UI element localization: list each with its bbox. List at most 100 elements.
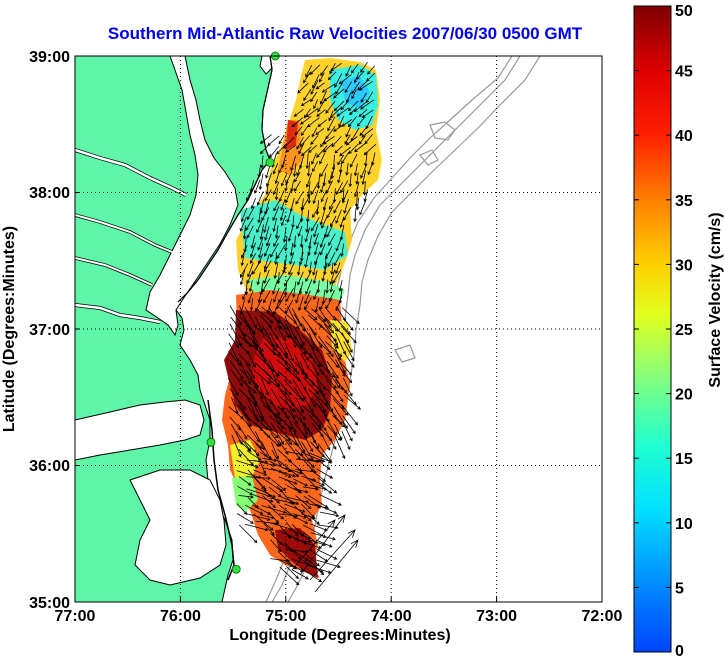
- velocity-vector: [276, 414, 293, 430]
- velocity-vector: [316, 173, 321, 190]
- velocity-vector: [310, 216, 320, 232]
- velocity-vector: [348, 173, 353, 188]
- velocity-vector: [327, 116, 336, 132]
- x-tick-label: 76:00: [160, 608, 201, 625]
- velocity-vector: [313, 232, 319, 246]
- velocity-vector: [317, 119, 328, 128]
- velocity-vector: [311, 152, 317, 165]
- velocity-vector: [345, 65, 352, 77]
- velocity-vector: [273, 200, 280, 212]
- velocity-vector: [332, 88, 345, 99]
- velocity-vectors: [227, 61, 377, 593]
- velocity-vector: [254, 316, 264, 333]
- velocity-vector: [231, 397, 239, 414]
- velocity-vector: [300, 125, 309, 136]
- velocity-vector: [252, 494, 274, 503]
- velocity-vector: [262, 360, 281, 377]
- velocity-vector: [279, 433, 293, 445]
- velocity-vector: [301, 196, 310, 211]
- velocity-vector: [361, 128, 374, 138]
- velocity-vector: [236, 503, 248, 515]
- colorbar-tick-label: 25: [675, 322, 693, 339]
- velocity-vector: [342, 415, 356, 435]
- velocity-vector: [264, 189, 272, 202]
- axis-tick-marks: [75, 192, 498, 602]
- albemarle-sound: [75, 399, 205, 461]
- velocity-vector: [309, 368, 326, 391]
- velocity-vector: [356, 117, 365, 127]
- velocity-vector: [311, 127, 318, 138]
- velocity-vector: [292, 333, 307, 355]
- velocity-vector: [284, 542, 302, 560]
- velocity-vector: [245, 362, 255, 380]
- velocity-vector: [292, 379, 306, 401]
- velocity-vector: [327, 71, 337, 81]
- chesapeake-bay: [145, 56, 239, 337]
- velocity-vector: [295, 288, 302, 304]
- velocity-vector: [309, 360, 320, 377]
- velocity-vector: [329, 280, 334, 293]
- velocity-vector: [258, 243, 264, 259]
- colorbar-tick-label: 45: [675, 64, 693, 81]
- velocity-vector: [287, 497, 310, 504]
- velocity-vector: [316, 397, 327, 413]
- colorbar-tick-label: 35: [675, 193, 693, 210]
- velocity-vector: [316, 468, 334, 479]
- velocity-vector: [312, 260, 318, 276]
- velocity-vector: [247, 350, 256, 368]
- velocity-vector: [262, 457, 278, 462]
- velocity-vector: [353, 101, 368, 113]
- velocity-vector: [296, 137, 304, 150]
- velocity-vector: [269, 497, 296, 505]
- velocity-vector: [290, 180, 294, 193]
- velocity-vector: [302, 432, 314, 453]
- velocity-vector: [230, 369, 243, 387]
- velocity-vector: [343, 341, 355, 362]
- velocity-vector: [361, 170, 366, 186]
- velocity-vector: [285, 407, 299, 425]
- velocity-vector: [319, 243, 326, 256]
- velocity-vector: [246, 513, 271, 521]
- velocity-vector: [333, 124, 344, 132]
- velocity-patch-green-south: [232, 476, 258, 512]
- velocity-vector: [298, 142, 305, 155]
- velocity-vector: [347, 115, 358, 128]
- velocity-vector: [238, 524, 258, 544]
- y-tick-label: 36:00: [29, 458, 70, 475]
- velocity-vector: [334, 423, 343, 441]
- velocity-vector: [292, 370, 307, 391]
- velocity-vector: [230, 423, 243, 446]
- velocity-vector: [322, 197, 328, 211]
- map-title: Southern Mid-Atlantic Raw Velocities 200…: [108, 24, 583, 43]
- velocity-vector: [239, 269, 246, 286]
- velocity-vector: [344, 81, 352, 94]
- velocity-vector: [278, 134, 285, 145]
- velocity-vector: [327, 251, 336, 267]
- velocity-vector: [279, 208, 285, 222]
- velocity-vector: [315, 82, 325, 90]
- velocity-vector: [339, 361, 353, 376]
- y-tick-label: 37:00: [29, 322, 70, 339]
- velocity-vector: [236, 460, 259, 469]
- velocity-vector: [245, 217, 254, 231]
- velocity-vector: [310, 479, 325, 486]
- velocity-vector: [325, 100, 336, 114]
- velocity-vector: [240, 253, 245, 267]
- velocity-vector: [276, 245, 286, 260]
- velocity-vector: [310, 91, 318, 103]
- velocity-vector: [244, 317, 256, 335]
- velocity-vector: [318, 341, 332, 355]
- colorbar-tick-label: 20: [675, 387, 693, 404]
- velocity-vector: [320, 163, 329, 178]
- velocity-vector: [315, 127, 325, 136]
- velocity-vector: [260, 155, 264, 169]
- velocity-vector: [274, 225, 279, 240]
- velocity-vector: [287, 306, 300, 330]
- colorbar-tick-label: 15: [675, 451, 693, 468]
- velocity-vector: [277, 370, 293, 384]
- velocity-vector: [285, 361, 300, 375]
- velocity-vector: [266, 298, 272, 314]
- velocity-vector: [322, 135, 335, 145]
- velocity-vector: [320, 189, 327, 203]
- velocity-vector: [319, 484, 333, 494]
